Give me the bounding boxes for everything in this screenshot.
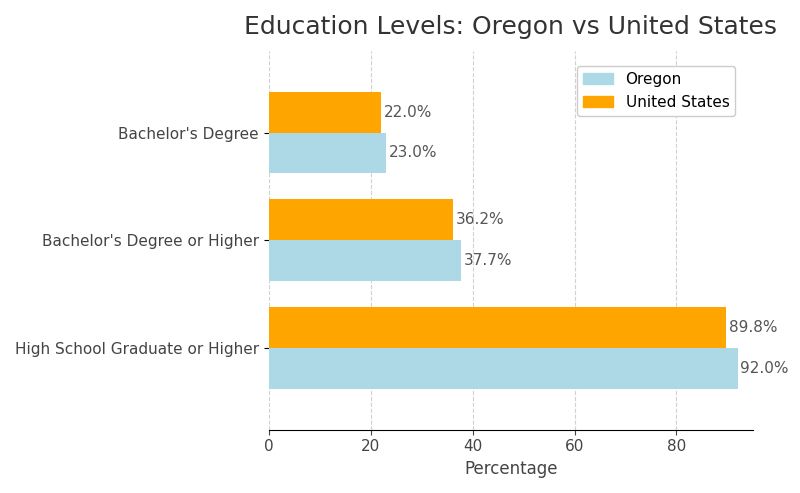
X-axis label: Percentage: Percentage	[464, 460, 558, 478]
Bar	[269, 199, 454, 240]
Title: Education Levels: Oregon vs United States: Education Levels: Oregon vs United State…	[244, 15, 778, 39]
Text: 89.8%: 89.8%	[729, 320, 778, 335]
Text: 92.0%: 92.0%	[740, 361, 789, 376]
Text: 22.0%: 22.0%	[383, 105, 432, 119]
Bar	[269, 307, 726, 348]
Text: 23.0%: 23.0%	[389, 145, 437, 160]
Text: 37.7%: 37.7%	[463, 253, 512, 268]
Bar	[269, 133, 386, 174]
Legend: Oregon, United States: Oregon, United States	[577, 66, 735, 116]
Text: 36.2%: 36.2%	[456, 212, 505, 227]
Bar	[269, 348, 738, 389]
Bar	[269, 92, 381, 133]
Bar	[269, 240, 461, 281]
